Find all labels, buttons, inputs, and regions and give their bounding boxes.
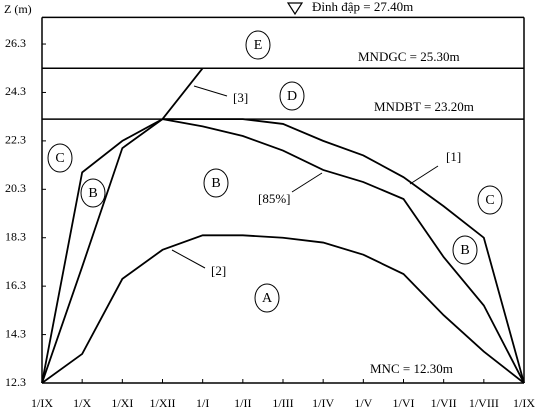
label-arrow <box>409 165 439 185</box>
zone-label: B <box>88 186 97 201</box>
x-tick-label: 1/XII <box>150 396 176 410</box>
zone-circle <box>452 235 478 265</box>
x-tick-label: 1/VI <box>393 396 415 410</box>
series-label: [3] <box>233 90 248 105</box>
label-arrow <box>291 172 323 193</box>
series-line <box>41 118 525 384</box>
y-tick-label: 16.3 <box>5 278 26 292</box>
x-tick-label: 1/IV <box>312 396 334 410</box>
y-tick-label: 26.3 <box>5 36 26 50</box>
level-label: MNDBT = 23.20m <box>374 99 474 114</box>
y-tick-label: 20.3 <box>5 181 26 195</box>
level-label: MNDGC = 25.30m <box>358 49 460 64</box>
zone-circle <box>80 178 106 208</box>
x-tick-label: 1/III <box>272 396 293 410</box>
level-label: Đỉnh đập = 27.40m <box>312 0 413 14</box>
zone-label: D <box>287 89 297 104</box>
y-tick-label: 14.3 <box>5 326 26 340</box>
x-tick-label: 1/VIII <box>469 396 499 410</box>
zone-label: A <box>262 291 273 306</box>
series-line <box>161 67 204 120</box>
series-label: [85%] <box>258 191 291 206</box>
series-line <box>41 234 525 384</box>
zone-circle <box>477 185 503 215</box>
y-tick-label: 24.3 <box>5 84 26 98</box>
x-tick-label: 1/VII <box>431 396 457 410</box>
series-label: [1] <box>446 149 461 164</box>
series-label: [2] <box>211 263 226 278</box>
zone-label: E <box>254 38 263 53</box>
y-tick-label: 22.3 <box>5 133 26 147</box>
x-tick-label: 1/V <box>354 396 372 410</box>
zone-label: B <box>211 176 220 191</box>
crest-symbol <box>286 2 304 16</box>
zone-circle <box>245 30 271 60</box>
level-label: MNC = 12.30m <box>370 361 453 376</box>
zone-label: C <box>55 151 64 166</box>
x-tick-label: 1/IX <box>31 396 53 410</box>
zone-label: C <box>485 193 494 208</box>
zone-circle <box>254 283 280 313</box>
zone-circle <box>203 168 229 198</box>
y-tick-label: 12.3 <box>5 375 26 389</box>
label-arrow <box>171 249 206 269</box>
x-tick-label: 1/II <box>234 396 251 410</box>
zone-label: B <box>460 243 469 258</box>
x-tick-label: 1/XI <box>111 396 133 410</box>
y-axis-label: Z (m) <box>4 2 32 16</box>
series-line <box>41 118 525 384</box>
x-tick-label: 1/I <box>196 396 209 410</box>
x-tick-label: 1/X <box>73 396 91 410</box>
label-arrow <box>193 85 228 97</box>
y-tick-label: 18.3 <box>5 229 26 243</box>
x-tick-label: 1/IX <box>513 396 535 410</box>
zone-circle <box>47 143 73 173</box>
zone-circle <box>279 81 305 111</box>
